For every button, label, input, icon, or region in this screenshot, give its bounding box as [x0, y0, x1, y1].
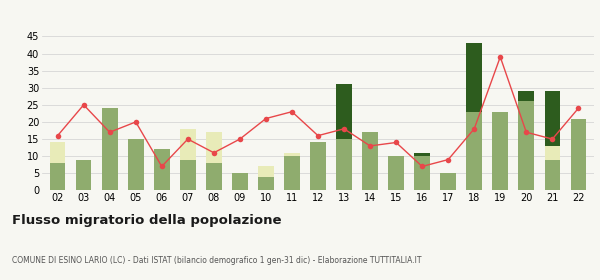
Bar: [415, 156, 430, 190]
Bar: [518, 91, 534, 101]
Bar: [336, 84, 352, 139]
Bar: [180, 129, 196, 160]
Bar: [102, 108, 118, 190]
Bar: [415, 153, 430, 156]
Bar: [362, 132, 378, 190]
Bar: [493, 112, 508, 190]
Text: COMUNE DI ESINO LARIO (LC) - Dati ISTAT (bilancio demografico 1 gen-31 dic) - El: COMUNE DI ESINO LARIO (LC) - Dati ISTAT …: [12, 256, 421, 265]
Bar: [76, 160, 91, 190]
Bar: [154, 149, 170, 190]
Bar: [466, 112, 482, 190]
Bar: [284, 156, 300, 190]
Bar: [50, 143, 65, 163]
Bar: [180, 160, 196, 190]
Bar: [258, 166, 274, 177]
Bar: [206, 163, 221, 190]
Bar: [310, 143, 326, 190]
Bar: [206, 132, 221, 163]
Bar: [466, 43, 482, 112]
Text: Flusso migratorio della popolazione: Flusso migratorio della popolazione: [12, 214, 281, 227]
Bar: [545, 160, 560, 190]
Bar: [545, 146, 560, 160]
Bar: [50, 163, 65, 190]
Bar: [545, 91, 560, 146]
Bar: [440, 173, 456, 190]
Bar: [518, 101, 534, 190]
Bar: [128, 139, 143, 190]
Bar: [258, 177, 274, 190]
Bar: [232, 173, 248, 190]
Bar: [284, 153, 300, 156]
Bar: [388, 156, 404, 190]
Bar: [571, 118, 586, 190]
Bar: [336, 139, 352, 190]
